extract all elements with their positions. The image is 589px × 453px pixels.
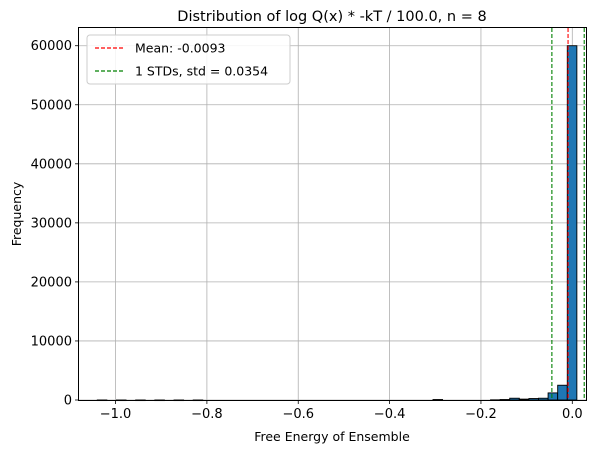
x-axis-label: Free Energy of Ensemble <box>254 429 410 444</box>
histogram-bar <box>509 397 520 401</box>
x-tick-label: −0.2 <box>465 407 497 422</box>
x-tick-label: −0.8 <box>191 407 223 422</box>
y-axis-ticks: 0 10000 20000 30000 40000 50000 60000 <box>31 39 79 409</box>
histogram-bar <box>518 398 530 401</box>
y-tick-label: 50000 <box>31 98 72 113</box>
reference-lines <box>551 28 585 400</box>
y-tick-label: 40000 <box>31 157 72 172</box>
x-tick-label: −1.0 <box>100 407 132 422</box>
x-tick-label: 0.0 <box>562 407 583 422</box>
y-tick-label: 60000 <box>31 39 72 54</box>
histogram-bar <box>528 398 539 401</box>
chart-title: Distribution of log Q(x) * -kT / 100.0, … <box>177 9 486 25</box>
legend-mean-label: Mean: -0.0093 <box>135 41 226 56</box>
legend: Mean: -0.0093 1 STDs, std = 0.0354 <box>86 34 291 85</box>
x-axis-ticks: −1.0 −0.8 −0.6 −0.4 −0.2 0.0 <box>100 400 583 422</box>
histogram-bar <box>538 397 549 401</box>
x-tick-label: −0.6 <box>282 407 314 422</box>
legend-std-label: 1 STDs, std = 0.0354 <box>135 64 268 79</box>
histogram-bar <box>566 45 578 401</box>
y-tick-label: 10000 <box>31 334 72 349</box>
histogram-bar <box>557 384 568 401</box>
histogram-bar <box>547 392 559 401</box>
plot-frame <box>78 27 587 401</box>
y-tick-label: 0 <box>64 394 72 409</box>
y-axis-label: Frequency <box>9 181 24 246</box>
y-tick-label: 30000 <box>31 216 72 231</box>
legend-box <box>86 34 291 85</box>
y-tick-label: 20000 <box>31 275 72 290</box>
x-tick-label: −0.4 <box>374 407 406 422</box>
